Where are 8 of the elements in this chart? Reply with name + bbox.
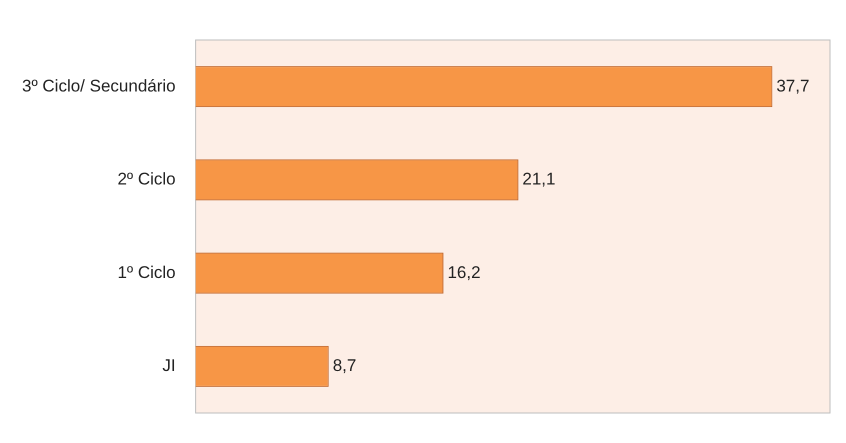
data-label: 16,2 [447, 262, 481, 282]
y-tick-label: 3º Ciclo/ Secundário [22, 76, 176, 96]
y-tick-label: JI [162, 356, 176, 376]
data-label: 8,7 [332, 356, 356, 376]
data-label: 37,7 [776, 76, 810, 96]
y-tick-label: 1º Ciclo [117, 262, 176, 282]
y-tick-label: 2º Ciclo [117, 170, 176, 189]
data-label: 21,1 [522, 170, 556, 189]
